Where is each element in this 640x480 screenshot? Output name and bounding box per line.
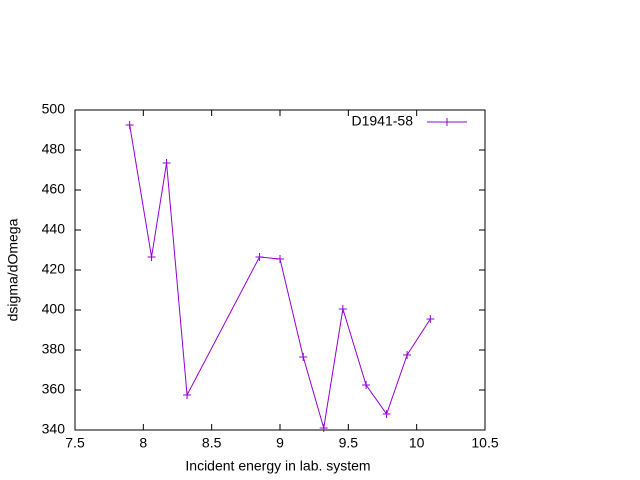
point bbox=[162, 159, 171, 167]
point bbox=[255, 253, 264, 261]
point bbox=[338, 305, 347, 313]
x-tick-label: 8.5 bbox=[202, 435, 222, 451]
point bbox=[403, 351, 412, 359]
point bbox=[319, 424, 328, 432]
point bbox=[299, 353, 308, 361]
x-tick-label: 9.5 bbox=[339, 435, 359, 451]
y-tick-label: 360 bbox=[42, 381, 66, 397]
x-tick-label: 10.5 bbox=[471, 435, 498, 451]
y-axis-label: dsigma/dOmega bbox=[5, 218, 21, 321]
point bbox=[362, 381, 371, 389]
legend-marker bbox=[443, 118, 451, 126]
plot-frame bbox=[74, 109, 486, 431]
series-line bbox=[129, 124, 431, 429]
y-tick-label: 480 bbox=[42, 141, 66, 157]
y-tick-label: 400 bbox=[42, 301, 66, 317]
point bbox=[426, 315, 435, 323]
y-tick-label: 420 bbox=[42, 261, 66, 277]
y-tick-label: 340 bbox=[42, 421, 66, 437]
point bbox=[382, 410, 391, 418]
y-tick-label: 380 bbox=[42, 341, 66, 357]
point bbox=[125, 121, 134, 129]
x-tick-label: 9 bbox=[276, 435, 284, 451]
y-tick-label: 440 bbox=[42, 221, 66, 237]
x-tick-label: 8 bbox=[139, 435, 147, 451]
x-tick-label: 10 bbox=[409, 435, 425, 451]
x-axis-label: Incident energy in lab. system bbox=[185, 458, 370, 474]
point bbox=[276, 255, 284, 263]
y-tick-label: 460 bbox=[42, 181, 66, 197]
y-tick-label: 500 bbox=[42, 101, 66, 117]
point bbox=[147, 253, 156, 261]
legend-label: D1941-58 bbox=[352, 113, 414, 129]
point bbox=[183, 391, 192, 399]
x-tick-label: 7.5 bbox=[65, 435, 85, 451]
